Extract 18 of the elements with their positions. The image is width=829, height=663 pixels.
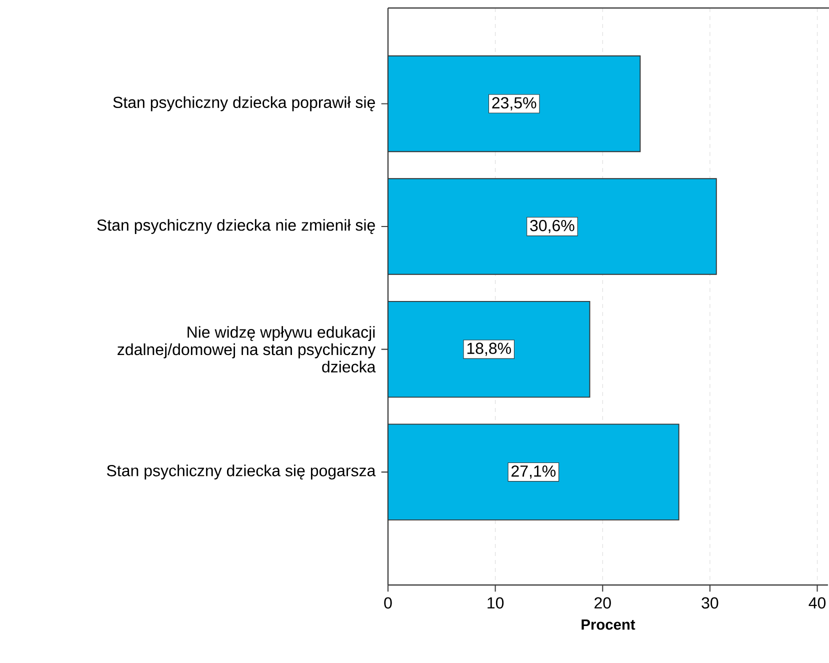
y-tick-label: Stan psychiczny dziecka nie zmienił się: [97, 219, 375, 234]
y-tick-label: Nie widzę wpływu edukacji zdalnej/domowej na stan psychiczny dziecka: [118, 326, 376, 372]
bar: [388, 55, 641, 152]
y-tick-label: Stan psychiczny dziecka poprawił się: [113, 96, 375, 112]
x-tick-label: 30: [702, 597, 718, 609]
data-label: 18,8%: [467, 342, 511, 356]
y-tick-label: Stan psychiczny dziecka się pogarsza: [107, 464, 376, 480]
x-tick-label: 0: [384, 597, 392, 609]
bar: [388, 300, 590, 398]
bar: [388, 178, 717, 275]
bar: [388, 424, 680, 520]
x-tick-label: 10: [488, 597, 504, 609]
data-label: 30,6%: [530, 220, 574, 234]
x-axis-title: Procent: [582, 620, 636, 630]
data-label: 23,5%: [492, 97, 536, 110]
x-tick-label: 20: [594, 597, 611, 609]
x-tick-label: 40: [808, 597, 826, 609]
data-label: 27,1%: [512, 465, 556, 479]
